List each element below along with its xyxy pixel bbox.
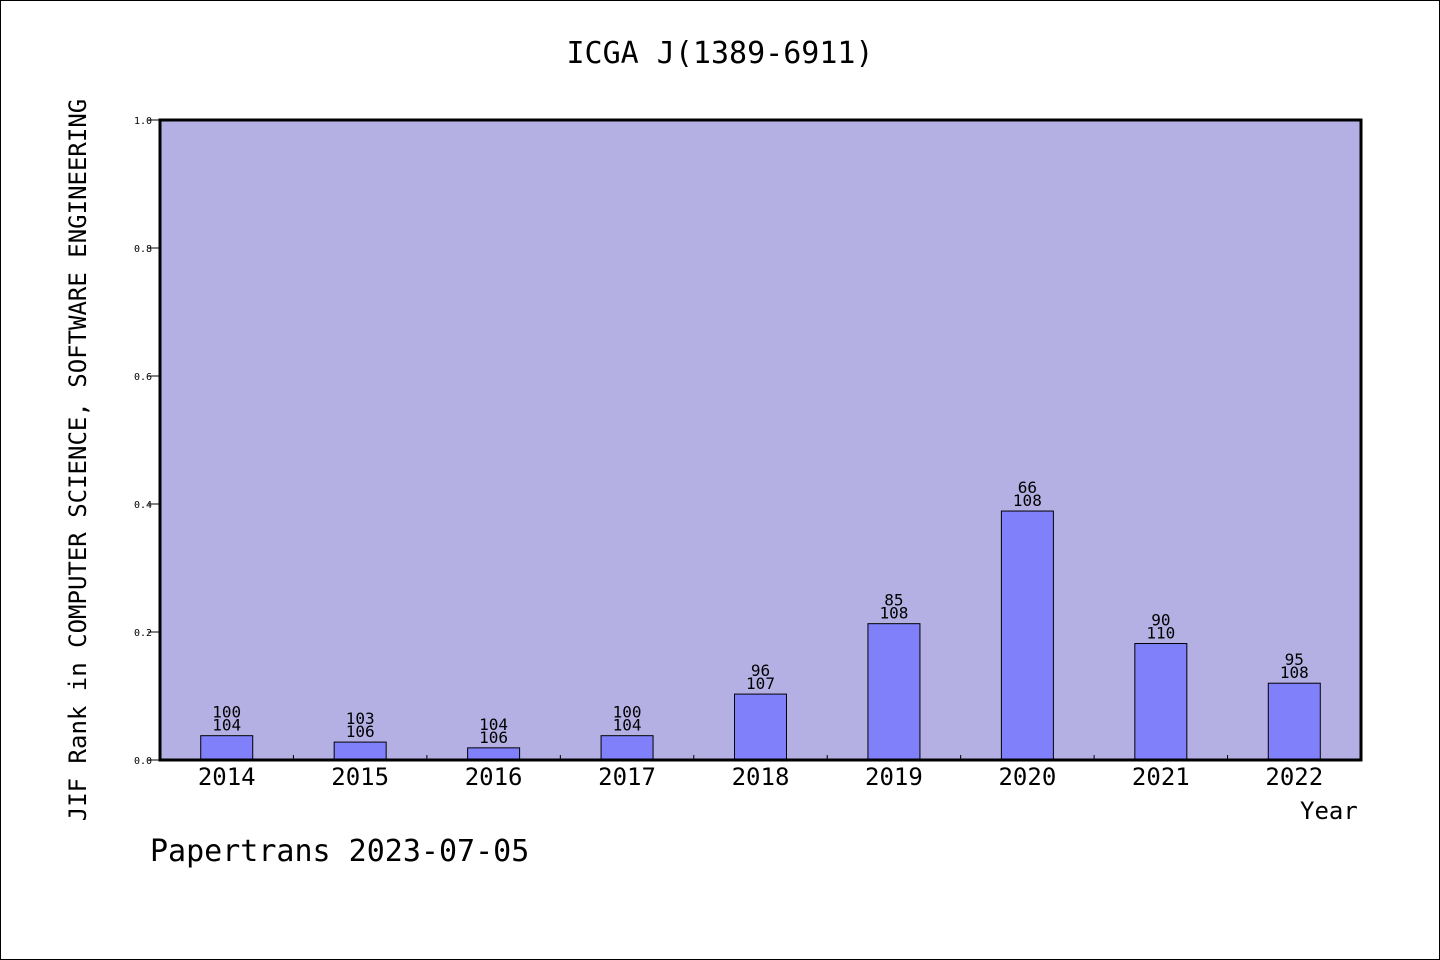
bar-total-label: 110: [1146, 624, 1175, 643]
x-tick-label: 2015: [331, 763, 389, 791]
footer-stamp: Papertrans 2023-07-05: [150, 834, 530, 869]
x-tick-label: 2017: [598, 763, 656, 791]
bar-rank-label: 103: [346, 709, 375, 728]
bar: [867, 623, 921, 761]
x-axis-label: Year: [1300, 797, 1358, 825]
bar-total-label: 108: [1280, 663, 1309, 682]
x-tick-label: 2019: [865, 763, 923, 791]
bar-total-label: 104: [613, 716, 642, 735]
bar: [333, 741, 387, 761]
bar: [467, 747, 521, 761]
x-tick-label: 2021: [1132, 763, 1190, 791]
bar-rank-label: 85: [884, 591, 903, 610]
bar: [200, 735, 254, 761]
x-tick-label: 2016: [465, 763, 523, 791]
bar-total-label: 107: [746, 674, 775, 693]
y-tick-label: 0.8: [134, 244, 152, 255]
bar-rank-label: 96: [751, 661, 770, 680]
bar-total-label: 108: [1013, 491, 1042, 510]
x-tick-label: 2014: [198, 763, 256, 791]
bar-total-label: 104: [212, 716, 241, 735]
bar-rank-label: 100: [613, 703, 642, 722]
bar: [734, 693, 787, 761]
bar-rank-label: 90: [1151, 611, 1170, 630]
y-tick-label: 0.6: [134, 372, 152, 383]
bar-rank-label: 95: [1285, 650, 1304, 669]
bar-rank-label: 104: [479, 715, 508, 734]
x-tick-label: 2018: [732, 763, 790, 791]
bar: [1267, 682, 1321, 761]
bar: [1000, 510, 1054, 761]
y-tick-label: 0.2: [134, 628, 152, 639]
bar-rank-label: 100: [212, 703, 241, 722]
bar: [1134, 643, 1188, 761]
y-tick-label: 0.4: [134, 500, 152, 511]
bar-rank-label: 66: [1018, 478, 1037, 497]
bar-total-label: 106: [479, 728, 508, 747]
plot-border: [158, 118, 1363, 762]
bar-total-label: 108: [879, 604, 908, 623]
bar-total-label: 106: [346, 722, 375, 741]
chart-title: ICGA J(1389-6911): [566, 36, 874, 71]
x-tick-label: 2020: [998, 763, 1056, 791]
x-tick-label: 2022: [1265, 763, 1323, 791]
y-tick-label: 0.0: [134, 756, 152, 767]
y-tick-label: 1.0: [134, 116, 152, 127]
bar: [600, 735, 654, 761]
